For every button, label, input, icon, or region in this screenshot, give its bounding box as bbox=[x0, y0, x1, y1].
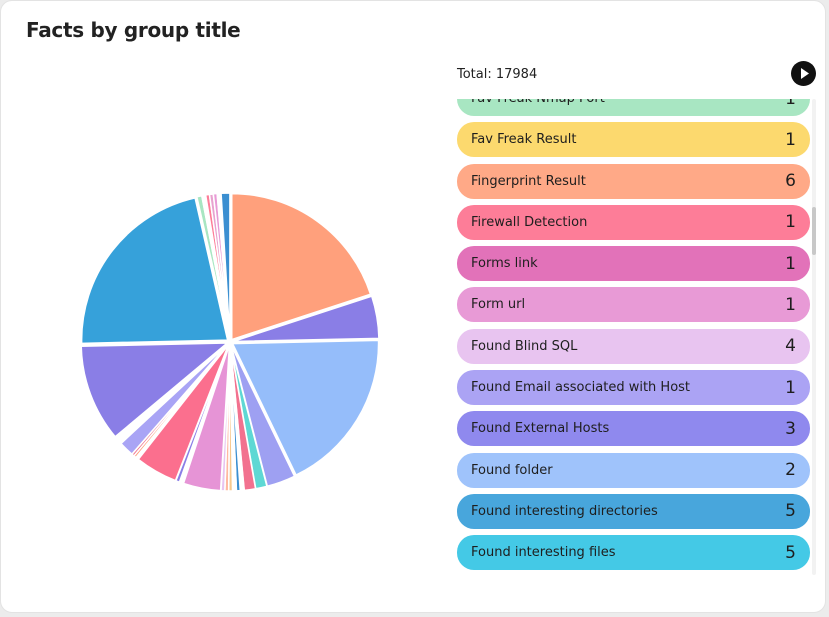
pie-slice[interactable] bbox=[231, 192, 372, 341]
legend-item[interactable]: Found Blind SQL 4 bbox=[457, 328, 810, 364]
legend-item[interactable]: Found interesting files 5 bbox=[457, 535, 810, 571]
play-icon bbox=[801, 68, 809, 79]
pie-slice[interactable] bbox=[231, 339, 380, 476]
legend-item[interactable]: Forms link 1 bbox=[457, 246, 810, 282]
legend-item-label: Fav Freak Result bbox=[471, 132, 577, 148]
legend-item-count: 1 bbox=[785, 129, 796, 150]
legend-item[interactable]: Fav Freak Result 1 bbox=[457, 122, 810, 158]
pie-slice[interactable] bbox=[220, 192, 231, 340]
legend-item-label: Found External Hosts bbox=[471, 421, 610, 437]
legend-item-label: Found Email associated with Host bbox=[471, 380, 691, 396]
legend-item[interactable]: Firewall Detection 1 bbox=[457, 204, 810, 240]
legend-scrollbar[interactable] bbox=[812, 99, 816, 575]
legend-item-count: 5 bbox=[785, 542, 796, 563]
legend-item[interactable]: Found interesting directories 5 bbox=[457, 493, 810, 529]
legend-item-count: 1 bbox=[785, 253, 796, 274]
legend-item-label: Fav Freak Nmap Port bbox=[471, 99, 605, 106]
legend-item[interactable]: Found Email associated with Host 1 bbox=[457, 370, 810, 406]
legend-item[interactable]: Found External Hosts 3 bbox=[457, 411, 810, 447]
legend-item-count: 6 bbox=[785, 171, 796, 192]
pie-slice[interactable] bbox=[115, 343, 229, 445]
pie-slice[interactable] bbox=[80, 342, 228, 438]
legend-item-label: Found interesting directories bbox=[471, 503, 658, 519]
legend-item-label: Fingerprint Result bbox=[471, 173, 586, 189]
legend-item-label: Form url bbox=[471, 297, 526, 313]
pie-chart bbox=[71, 183, 389, 501]
legend-item[interactable]: Found folder 2 bbox=[457, 452, 810, 488]
pie-slice[interactable] bbox=[232, 295, 380, 343]
legend-item[interactable]: Form url 1 bbox=[457, 287, 810, 323]
legend-item-count: 1 bbox=[785, 212, 796, 233]
legend-item[interactable]: Fingerprint Result 6 bbox=[457, 163, 810, 199]
legend-item-count: 2 bbox=[785, 460, 796, 481]
legend-item-label: Found folder bbox=[471, 462, 553, 478]
legend-item-label: Found interesting files bbox=[471, 545, 616, 561]
legend-item-count: 1 bbox=[785, 294, 796, 315]
legend-item-count: 3 bbox=[785, 418, 796, 439]
legend-item-label: Found Blind SQL bbox=[471, 338, 578, 354]
play-button[interactable] bbox=[791, 61, 816, 86]
legend-item-count: 1 bbox=[785, 377, 796, 398]
legend-item-count: 4 bbox=[785, 336, 796, 357]
legend-item[interactable]: Fav Freak Nmap Port 1 bbox=[457, 99, 810, 116]
card-title: Facts by group title bbox=[26, 18, 241, 42]
legend-list-inner: Fav Freak Nmap Port 1 Fav Freak Result 1 Fin… bbox=[457, 99, 810, 575]
total-count: Total: 17984 bbox=[457, 67, 538, 82]
legend-item-count: 1 bbox=[785, 99, 796, 109]
legend-list[interactable]: Fav Freak Nmap Port 1 Fav Freak Result 1 Fin… bbox=[457, 99, 810, 575]
legend-scrollbar-thumb[interactable] bbox=[812, 207, 816, 255]
pie-svg bbox=[80, 192, 380, 492]
legend-item-count: 5 bbox=[785, 501, 796, 522]
legend-item-label: Firewall Detection bbox=[471, 214, 588, 230]
pie-slice[interactable] bbox=[80, 197, 229, 345]
legend-item-label: Forms link bbox=[471, 256, 538, 272]
